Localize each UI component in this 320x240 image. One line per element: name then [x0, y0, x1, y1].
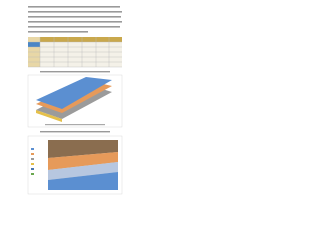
contour-band: [48, 152, 118, 170]
table-highlight: [28, 42, 40, 47]
text-line: [28, 26, 120, 28]
paragraph: [28, 6, 122, 33]
text-line: [28, 6, 120, 8]
text-line: [28, 11, 122, 13]
legend-line: [45, 124, 105, 126]
surface-layer: [36, 77, 112, 109]
document: [0, 0, 149, 198]
text-line: [28, 31, 88, 33]
surface-side: [36, 110, 62, 122]
table-header: [28, 37, 122, 42]
caption-line: [40, 71, 110, 73]
text-line: [28, 16, 121, 18]
contour-band: [48, 162, 118, 180]
contour-chart: [27, 135, 123, 195]
legend: [31, 148, 34, 175]
surface-chart: [27, 74, 123, 128]
page: (() => { const data = JSON.parse(documen…: [0, 0, 149, 198]
text-line: [28, 21, 122, 23]
contour-band: [48, 172, 118, 190]
caption-line: [40, 131, 110, 133]
table-grid: [28, 37, 122, 68]
table: [28, 37, 122, 68]
table-body: [40, 42, 122, 67]
